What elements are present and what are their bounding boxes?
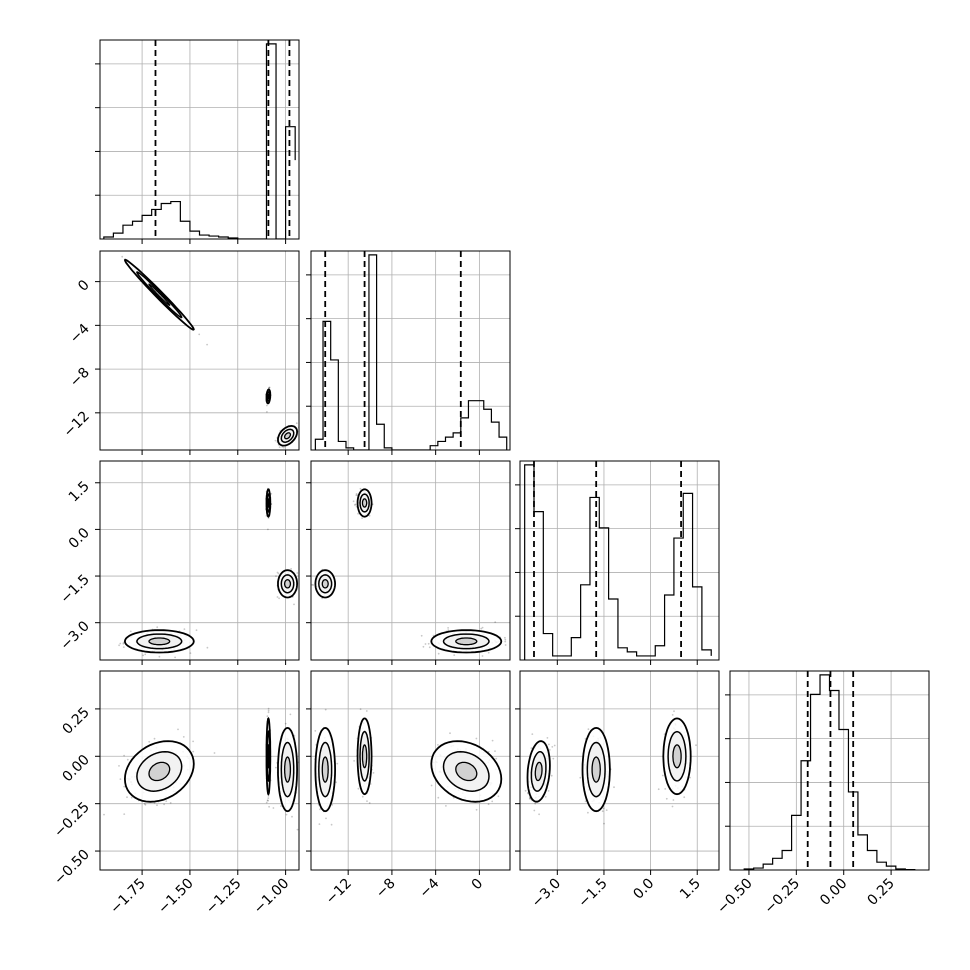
density-contour [591,756,601,783]
x-tick-label: −12 [323,876,355,908]
density-contour [534,761,543,782]
x-tick-label: −1.25 [203,876,245,918]
y-tick-label: 0 [75,277,93,295]
x-tick-label: −1.00 [251,876,293,918]
density-contour [148,283,171,306]
panel-3-2: 1.5 0.0 −1.5 −3.0 [515,670,720,911]
panel-frame [310,250,511,451]
scatter-points [121,255,299,449]
y-tick-label: −3.0 [57,618,92,653]
density-contour [148,761,171,782]
density-contour [267,743,270,769]
panel-2-1 [306,460,511,665]
y-tick-label: −8 [67,365,93,391]
panel-frame [99,250,300,451]
x-tick-label: 0.25 [865,876,898,909]
x-tick-label: −1.50 [155,876,197,918]
y-tick-label: −4 [67,321,93,347]
panel-frame [310,670,511,871]
y-tick-label: 1.5 [66,478,93,505]
x-tick-label: 1.5 [677,876,704,903]
x-tick-label: −8 [373,876,399,902]
density-contour [283,579,292,589]
y-tick-label: −1.5 [57,572,92,607]
density-contour [321,579,329,589]
density-contour [455,761,478,782]
x-tick-label: −4 [417,875,443,901]
y-tick-label: 0.0 [66,525,93,552]
panel-frame [99,39,300,240]
density-contour [672,744,682,769]
x-tick-label: 0.00 [817,876,850,909]
panel-2-2 [515,460,720,665]
density-contour [283,756,292,783]
panel-3-0: 0.25 0.00 −0.25 −0.50 −1.75 −1.50 −1.25 −1.00 [51,670,300,918]
y-tick-label: −0.25 [51,799,93,841]
histogram-step [314,254,508,450]
panel-frame [729,670,930,871]
x-tick-label: −1.5 [575,876,610,911]
x-tick-label: −1.75 [107,876,149,918]
histogram-step [524,464,712,660]
x-tick-label: −0.25 [762,876,804,918]
y-tick-label: 0.25 [59,704,92,737]
density-contour [361,498,368,508]
panel-frame [99,670,300,871]
x-tick-label: −0.50 [714,876,756,918]
panel-frame [99,460,300,661]
density-contour [455,637,478,646]
panel-3-3: 0.25 0.00 −0.25−0.50 [714,670,930,918]
y-tick-label: −12 [61,408,93,440]
panel-1-1 [306,250,511,455]
x-tick-label: −3.0 [529,876,564,911]
density-contour [267,498,270,509]
y-tick-label: −0.50 [51,847,93,889]
panel-1-0: 0 −4 −8 −12 [61,250,300,455]
histogram-step [103,43,296,239]
density-contour [283,432,292,440]
density-contour [267,393,270,400]
x-tick-label: 0.0 [630,876,657,903]
y-tick-label: 0.00 [59,752,92,785]
panel-frame [519,670,720,871]
density-contour [361,744,368,769]
panel-frame [310,460,511,661]
density-contour [148,637,171,646]
histogram-step [743,674,916,870]
panel-2-0: 1.5 0.0 −1.5 −3.0 [57,460,300,665]
density-contour [321,756,329,783]
x-tick-label: 0 [469,876,487,894]
panel-3-1: 0 −4 −8 −12 [306,670,511,908]
panel-frame [519,460,720,661]
panel-0-0 [95,39,300,244]
